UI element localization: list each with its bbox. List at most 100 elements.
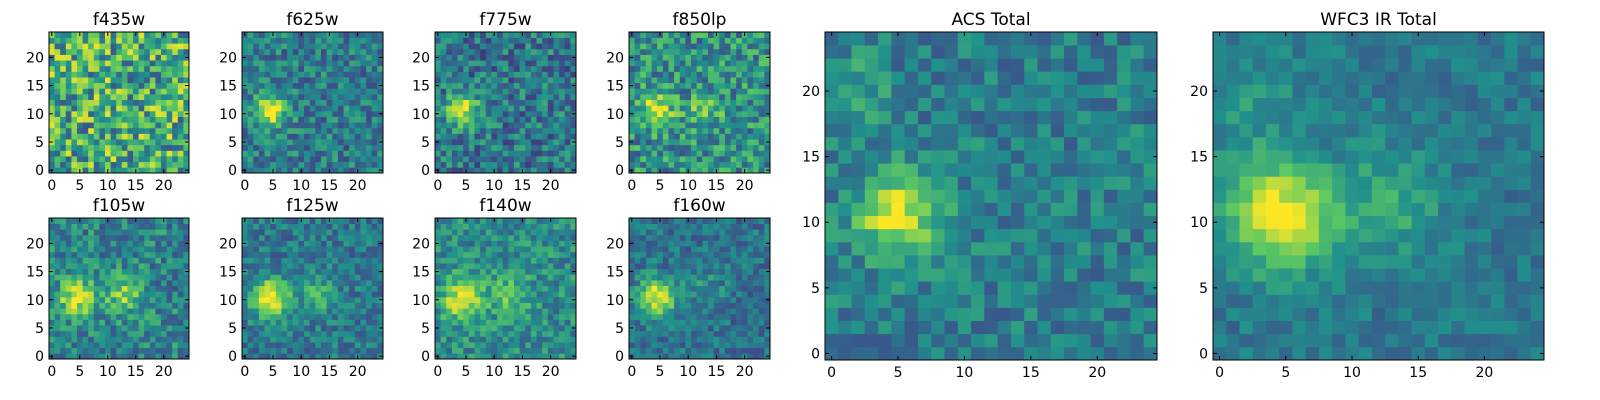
heatmap-cell — [513, 223, 520, 230]
heatmap-cell — [264, 122, 271, 129]
heatmap-cell — [451, 127, 458, 134]
heatmap-cell — [736, 302, 743, 309]
heatmap-cell — [292, 319, 299, 326]
heatmap-cell — [121, 88, 128, 95]
heatmap-cell — [559, 105, 566, 112]
heatmap-cell — [121, 43, 128, 50]
heatmap-cell — [747, 122, 754, 129]
heatmap-cell — [679, 116, 686, 123]
heatmap-cell — [337, 313, 344, 320]
heatmap-cell — [530, 240, 537, 247]
heatmap-cell — [138, 251, 145, 258]
heatmap-cell — [349, 263, 356, 270]
heatmap-cell — [65, 296, 72, 303]
heatmap-cell — [247, 280, 254, 287]
heatmap-cell — [668, 150, 675, 157]
heatmap-cell — [559, 43, 566, 50]
heatmap-cell — [292, 240, 299, 247]
heatmap-cell — [570, 274, 577, 281]
heatmap-cell — [71, 139, 78, 146]
heatmap-cell — [508, 336, 515, 343]
heatmap-cell — [270, 37, 277, 44]
heatmap-cell — [366, 43, 373, 50]
heatmap-cell — [736, 296, 743, 303]
heatmap-cell — [536, 274, 543, 281]
heatmap-cell — [377, 246, 384, 253]
heatmap-cell — [127, 325, 134, 332]
heatmap-cell — [281, 223, 288, 230]
heatmap-cell — [570, 116, 577, 123]
heatmap-cell — [536, 268, 543, 275]
heatmap-cell — [349, 274, 356, 281]
heatmap-cell — [519, 234, 526, 241]
heatmap-cell — [502, 313, 509, 320]
heatmap-cell — [634, 291, 641, 298]
heatmap-cell — [247, 246, 254, 253]
heatmap-cell — [247, 263, 254, 270]
heatmap-cell — [502, 263, 509, 270]
heatmap-cell — [674, 291, 681, 298]
heatmap-cell — [105, 342, 111, 349]
heatmap-cell — [320, 54, 327, 61]
heatmap-cell — [155, 263, 162, 270]
heatmap-cell — [674, 313, 681, 320]
heatmap-cell — [741, 99, 748, 106]
heatmap-cell — [485, 330, 492, 337]
heatmap-cell — [133, 229, 139, 236]
heatmap-cell — [65, 127, 72, 134]
heatmap-cell — [161, 82, 167, 89]
heatmap-cell — [758, 319, 765, 326]
heatmap-cell — [110, 127, 117, 134]
heatmap-cell — [116, 347, 123, 354]
heatmap-cell — [691, 296, 698, 303]
heatmap-cell — [753, 167, 760, 174]
heatmap-cell — [371, 144, 378, 151]
heatmap-cell — [634, 325, 641, 332]
heatmap-cell — [480, 110, 487, 117]
heatmap-cell — [696, 122, 703, 129]
heatmap-cell — [435, 347, 441, 354]
heatmap-cell — [502, 144, 509, 151]
heatmap-cell — [564, 251, 571, 258]
heatmap-cell — [713, 60, 720, 67]
heatmap-cell — [525, 122, 532, 129]
heatmap-cell — [679, 60, 686, 67]
heatmap-cell — [253, 60, 260, 67]
heatmap-cell — [724, 285, 731, 292]
heatmap-cell — [93, 268, 100, 275]
heatmap-cell — [668, 313, 675, 320]
heatmap-cell — [116, 223, 123, 230]
heatmap-cell — [127, 122, 134, 129]
heatmap-cell — [564, 246, 571, 253]
heatmap-cell — [264, 347, 271, 354]
heatmap-cell — [685, 296, 692, 303]
heatmap-cell — [116, 336, 123, 343]
heatmap-cell — [513, 330, 520, 337]
heatmap-cell — [366, 127, 373, 134]
heatmap-cell — [547, 280, 554, 287]
heatmap-cell — [513, 347, 520, 354]
heatmap-cell — [105, 127, 111, 134]
heatmap-cell — [491, 127, 498, 134]
heatmap-cell — [88, 234, 95, 241]
heatmap-cell — [315, 330, 322, 337]
heatmap-cell — [54, 122, 61, 129]
heatmap-cell — [304, 150, 311, 157]
heatmap-cell — [88, 336, 95, 343]
heatmap-cell — [457, 223, 464, 230]
heatmap-cell — [371, 127, 378, 134]
heatmap-cell — [349, 319, 356, 326]
heatmap-cell — [298, 60, 305, 67]
heatmap-cell — [77, 296, 83, 303]
heatmap-cell — [446, 139, 453, 146]
heatmap-cell — [753, 65, 760, 72]
heatmap-cell — [657, 43, 664, 50]
heatmap-cell — [724, 65, 731, 72]
heatmap-cell — [253, 116, 260, 123]
heatmap-cell — [651, 71, 658, 78]
heatmap-cell — [155, 32, 162, 38]
heatmap-cell — [691, 274, 698, 281]
heatmap-cell — [258, 105, 265, 112]
heatmap-cell — [747, 60, 754, 67]
heatmap-cell — [337, 122, 344, 129]
